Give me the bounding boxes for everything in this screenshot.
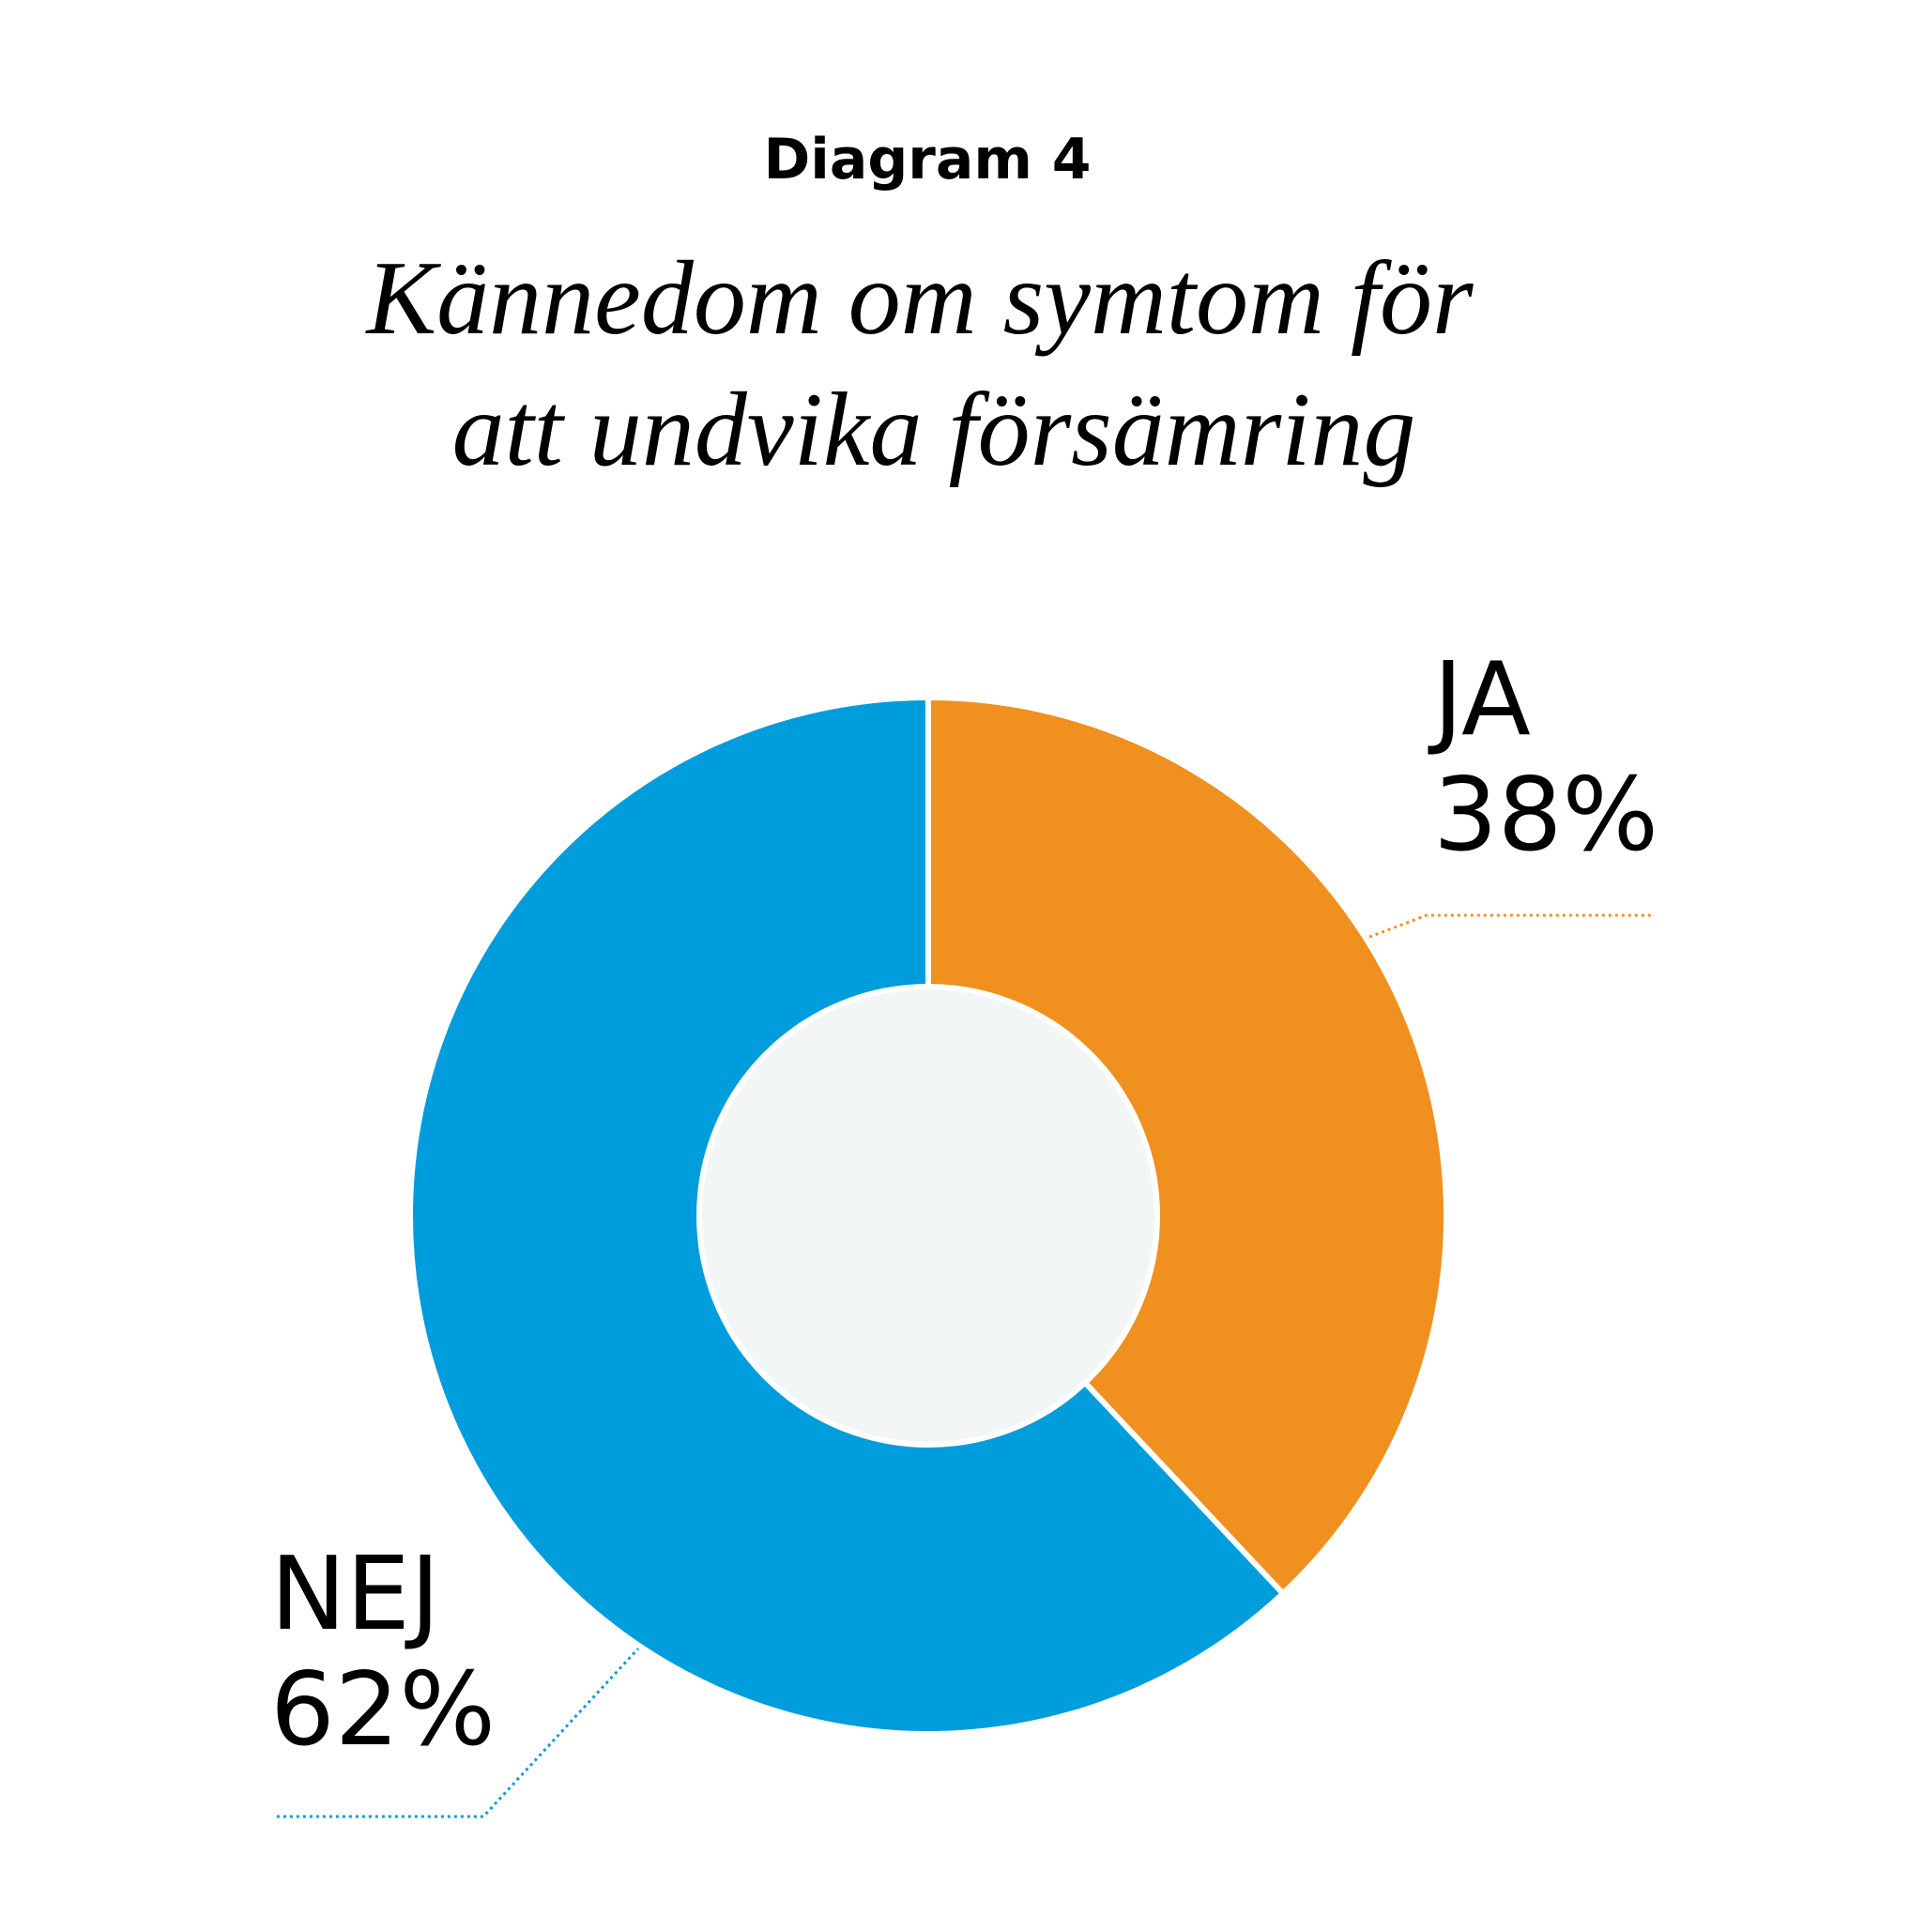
value-label: 38% (1433, 757, 1658, 874)
value-label: 62% (270, 1651, 496, 1769)
leader-line (1368, 913, 1654, 939)
donut-hole (696, 984, 1160, 1448)
slice-label: JA (1428, 641, 1531, 759)
slice (925, 694, 1449, 1598)
chart-subtitle: att undvika försämring (452, 372, 1416, 488)
slice-label: NEJ (270, 1536, 440, 1653)
leader-line (276, 1646, 641, 1818)
chart-subtitle: Kännedom om symtom för (364, 240, 1473, 357)
chart-title: Diagram 4 (763, 127, 1091, 192)
